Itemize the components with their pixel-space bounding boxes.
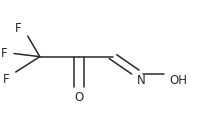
Text: N: N	[137, 74, 146, 87]
Text: F: F	[3, 73, 10, 86]
Text: O: O	[75, 91, 84, 104]
Text: F: F	[15, 22, 21, 35]
Text: OH: OH	[169, 74, 187, 87]
Text: F: F	[1, 47, 8, 60]
